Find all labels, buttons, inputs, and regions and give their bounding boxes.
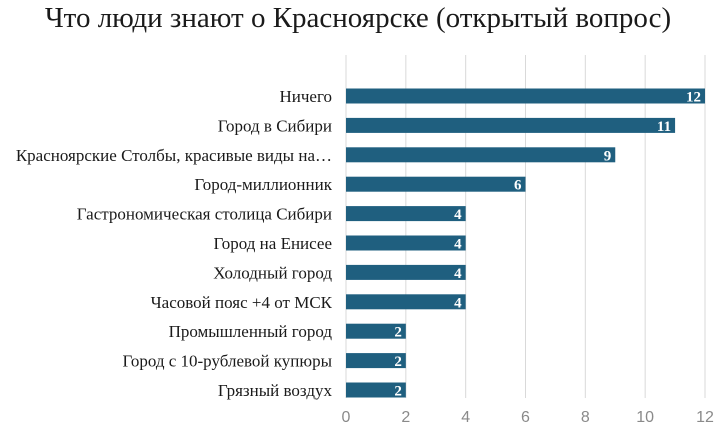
bar-value-label: 9 — [604, 148, 612, 164]
bar-value-label: 6 — [514, 178, 522, 194]
bar-value-label: 2 — [394, 325, 402, 341]
bar — [346, 353, 406, 369]
category-label: Гастрономическая столица Сибири — [77, 205, 332, 224]
category-label: Город на Енисее — [213, 234, 332, 253]
x-tick-label: 4 — [461, 409, 470, 426]
bar-value-label: 12 — [686, 90, 701, 106]
x-tick-label: 8 — [581, 409, 590, 426]
bar-value-label: 2 — [394, 354, 402, 370]
category-label: Грязный воздух — [218, 381, 333, 400]
bar — [346, 206, 466, 222]
category-label: Ничего — [279, 87, 332, 106]
bar — [346, 294, 466, 310]
category-label: Холодный город — [213, 263, 332, 282]
bar-value-label: 4 — [454, 295, 462, 311]
bar — [346, 235, 466, 251]
bar — [346, 323, 406, 339]
x-tick-label: 10 — [636, 409, 654, 426]
category-label: Красноярские Столбы, красивые виды на… — [16, 146, 332, 165]
bar-value-label: 4 — [454, 266, 462, 282]
bar — [346, 117, 676, 133]
chart-title: Что люди знают о Красноярске (открытый в… — [44, 2, 672, 34]
x-tick-label: 2 — [401, 409, 410, 426]
bar-value-label: 2 — [394, 384, 402, 400]
bar — [346, 264, 466, 280]
bar-value-label: 4 — [454, 237, 462, 253]
category-label: Промышленный город — [169, 322, 333, 341]
bar — [346, 382, 406, 398]
category-label: Город с 10-рублевой купюры — [122, 352, 332, 371]
bar — [346, 176, 526, 192]
category-label: Город-миллионник — [194, 175, 332, 194]
x-tick-label: 6 — [521, 409, 530, 426]
bar-value-label: 4 — [454, 207, 462, 223]
bar-value-label: 11 — [657, 119, 671, 135]
bar — [346, 88, 705, 104]
category-label: Город в Сибири — [218, 116, 332, 135]
x-tick-label: 12 — [696, 409, 714, 426]
category-label: Часовой пояс +4 от МСК — [151, 293, 333, 312]
bar — [346, 147, 616, 163]
x-tick-label: 0 — [342, 409, 351, 426]
